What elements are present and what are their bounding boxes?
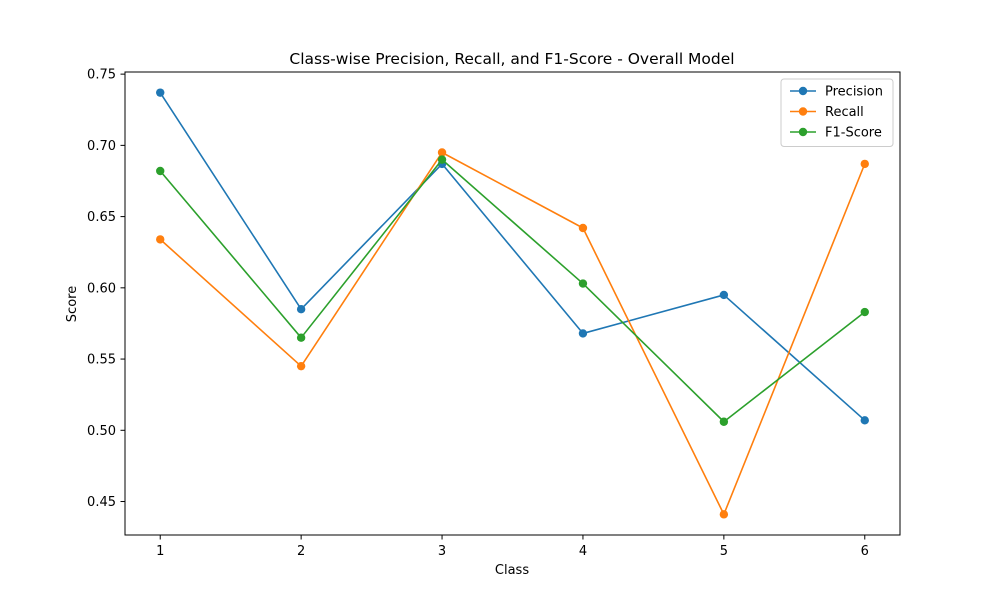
y-tick-label: 0.45: [87, 495, 116, 510]
legend: Precision Recall F1-Score: [780, 78, 894, 147]
series-line: [159, 151, 866, 516]
legend-item: F1-Score: [790, 126, 882, 141]
series-precision: [156, 88, 869, 425]
y-tick-label: 0.55: [87, 353, 116, 368]
data-point: [156, 166, 165, 176]
data-point: [296, 333, 306, 342]
series-line: [159, 92, 866, 421]
y-tick-label: 0.75: [87, 68, 116, 83]
y-axis-label: Score: [65, 286, 80, 322]
legend-label: Recall: [825, 105, 864, 120]
data-point: [156, 88, 165, 97]
y-tick-label: 0.50: [87, 424, 116, 439]
x-tick-label: 4: [579, 544, 587, 559]
series-f1-score: [156, 155, 869, 426]
data-point: [860, 307, 869, 317]
axes: 1 2 3 4 5 6 0.45 0.50 0.55 0.60 0.65 0.70 0.75: [87, 68, 901, 559]
legend-marker: [798, 127, 808, 137]
chart-title: Class-wise Precision, Recall, and F1-Sco…: [289, 50, 734, 68]
legend-item: Recall: [790, 105, 864, 120]
data-point: [296, 304, 306, 314]
axes-frame: [124, 71, 901, 536]
plot-area: [156, 88, 869, 519]
x-tick-label: 2: [297, 544, 305, 559]
data-point: [578, 223, 588, 233]
data-point: [578, 329, 588, 338]
data-point: [860, 159, 869, 169]
legend-label: Precision: [825, 85, 883, 100]
y-tick-label: 0.70: [87, 139, 116, 154]
series-recall: [156, 148, 869, 519]
data-point: [578, 279, 588, 288]
data-point: [719, 290, 729, 300]
y-tick-label: 0.65: [87, 210, 116, 225]
x-tick-label: 1: [156, 544, 164, 559]
data-point: [719, 510, 729, 519]
legend-marker: [798, 107, 808, 116]
y-tick-label: 0.60: [87, 281, 116, 296]
data-point: [156, 235, 165, 244]
data-point: [437, 148, 447, 157]
x-tick-label: 6: [861, 544, 869, 559]
legend-marker: [798, 86, 808, 96]
data-point: [296, 361, 306, 371]
x-tick-label: 5: [720, 544, 728, 559]
legend-box: [780, 78, 894, 147]
legend-label: F1-Score: [825, 126, 882, 141]
series-line: [159, 158, 866, 423]
legend-item: Precision: [790, 85, 883, 100]
data-point: [437, 155, 447, 164]
x-axis-label: Class: [495, 563, 529, 578]
data-point: [860, 416, 869, 425]
x-tick-label: 3: [438, 544, 446, 559]
data-point: [719, 417, 729, 426]
